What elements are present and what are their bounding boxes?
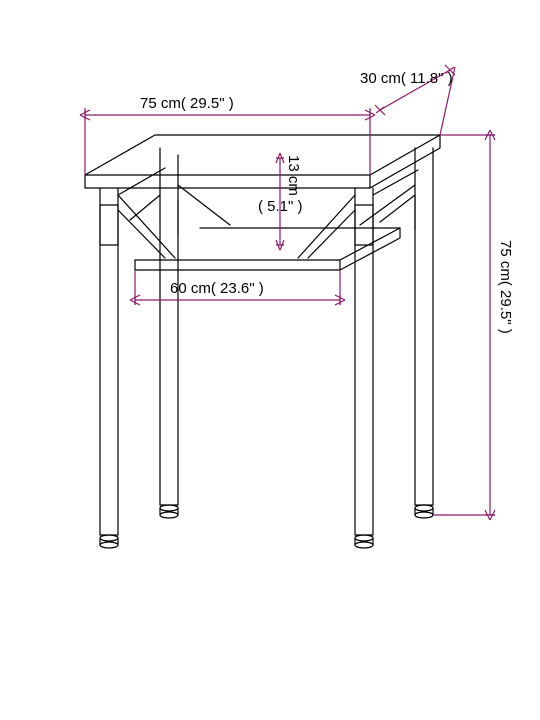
dim-height-right-inch: ( 29.5" ) [497, 281, 514, 334]
dim-shelf-width: 60 cm( 23.6" ) [170, 280, 264, 297]
dim-shelf-drop-cm-text: 13 cm [285, 155, 302, 196]
dim-height-right-cm: 75 cm [497, 240, 514, 281]
dim-shelf-drop-inch-text: ( 5.1" ) [258, 198, 303, 215]
dim-width-top: 75 cm( 29.5" ) [140, 95, 234, 112]
dim-width-top-inch: ( 29.5" ) [181, 95, 234, 112]
dim-height-right: 75 cm( 29.5" ) [497, 240, 514, 334]
dim-depth-top: 30 cm( 11.8" ) [360, 70, 453, 87]
dim-shelf-width-inch: ( 23.6" ) [211, 280, 264, 297]
diagram-container: 75 cm( 29.5" ) 30 cm( 11.8" ) 13 cm ( 5.… [0, 0, 540, 720]
dim-depth-top-cm: 30 cm [360, 70, 401, 87]
dim-shelf-width-cm: 60 cm [170, 280, 211, 297]
dim-shelf-drop-cm: 13 cm [285, 155, 302, 196]
dim-width-top-cm: 75 cm [140, 95, 181, 112]
table-diagram [0, 0, 540, 720]
dim-shelf-drop-inch: ( 5.1" ) [258, 198, 303, 215]
dim-depth-top-inch: ( 11.8" ) [401, 70, 453, 87]
